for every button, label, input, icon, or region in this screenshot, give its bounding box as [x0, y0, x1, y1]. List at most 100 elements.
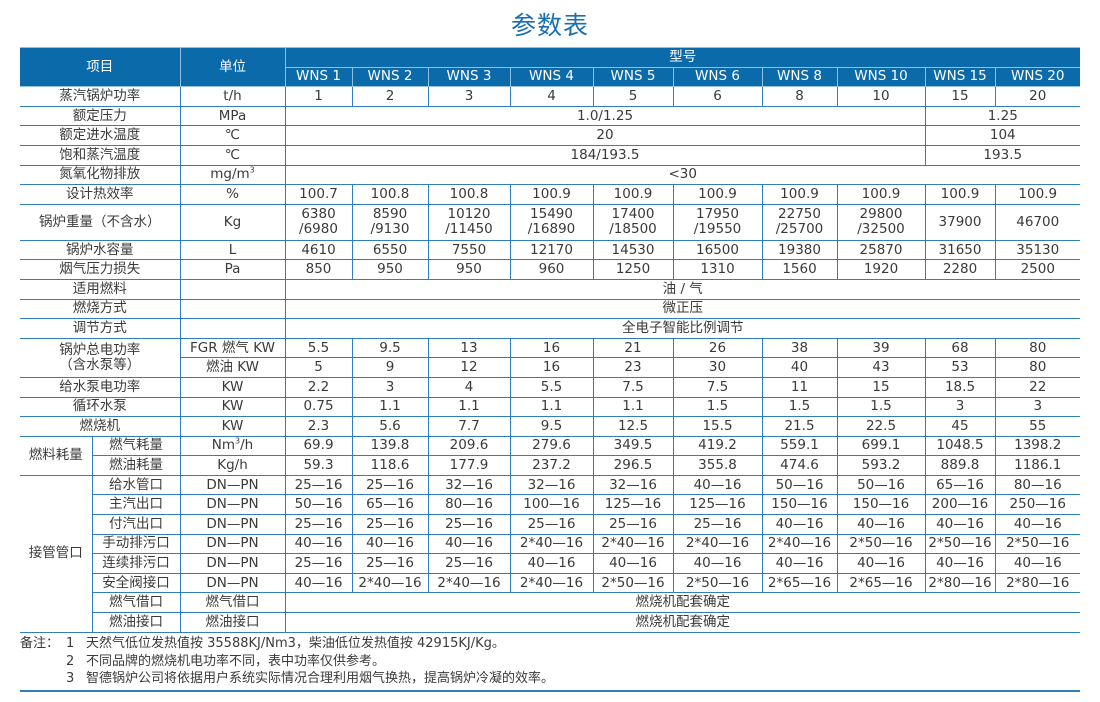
value-cell: 100.7 [284, 184, 353, 205]
unit-cell [179, 278, 286, 300]
merged-value-cell: 193.5 [924, 144, 1080, 166]
note-text: 天然气低位发热值按 35588KJ/Nm3，柴油低位发热值按 42915KJ/K… [86, 636, 505, 651]
unit-text: DN—PN [206, 515, 259, 532]
value-cell: 296.5 [592, 455, 674, 476]
value-cell: 25—16 [284, 514, 353, 535]
table-row: 锅炉总电功率 （含水泵等） FGR 燃气 KW 5.5 9.5 13 16 21 26 38 39… [20, 337, 1080, 378]
value-cell: 10120 /11450 [427, 203, 511, 241]
row-label: 额定压力 [20, 105, 181, 127]
unit-text: 燃油接口 [205, 613, 260, 630]
value-cell: 3 [427, 86, 511, 107]
value-cell: 118.6 [351, 455, 429, 476]
value-cell: 50—16 [836, 474, 926, 496]
unit-text: DN—PN [206, 535, 259, 552]
value-cell: 4610 [284, 239, 353, 261]
value-cell: 5.5 [284, 337, 353, 359]
value-cell: 5 [592, 86, 674, 107]
value-cell: 950 [427, 259, 511, 280]
value-cell: 100.9 [994, 184, 1080, 205]
value-cell: 80—16 [994, 474, 1080, 496]
value-cell: 177.9 [427, 455, 511, 476]
unit-cell [179, 298, 286, 320]
value-cell: 40—16 [761, 514, 838, 535]
table-row: 烟气压力损失 Pa 850 950 950 960 1250 1310 1560 1920 2280… [20, 259, 1080, 280]
value-cell: 2*40—16 [761, 533, 838, 555]
value-cell: 1048.5 [924, 435, 996, 457]
unit-text: FGR 燃气 KW [190, 339, 275, 356]
unit-text: L [228, 241, 237, 258]
unit-cell: ℃ [179, 125, 286, 146]
value-cell: 65—16 [351, 494, 429, 516]
unit-cell: DN—PN [179, 553, 286, 574]
value-cell: 2*65—16 [761, 572, 838, 594]
table-row: 连续排污口 DN—PN 25—16 25—16 25—16 40—16 40—16 40—16… [20, 553, 1080, 574]
value-cell: 50—16 [284, 494, 353, 516]
value-cell: 2*80—16 [994, 572, 1080, 594]
value-cell: 699.1 [836, 435, 926, 457]
value-cell: 25—16 [427, 514, 511, 535]
value-cell: 100—16 [509, 494, 594, 516]
value-cell: 2*80—16 [924, 572, 996, 594]
header-model: WNS 4 [509, 66, 594, 88]
header-model-group: 型号 [284, 47, 1080, 68]
group-label: 燃料耗量 [20, 435, 93, 476]
value-cell: 25—16 [509, 514, 594, 535]
merged-value-cell: 184/193.5 [284, 144, 926, 166]
unit-text: t/h [223, 87, 242, 104]
unit-cell: KW [179, 376, 286, 398]
value-cell: 2*50—16 [994, 533, 1080, 555]
sub-label: 燃气借口 [92, 592, 181, 614]
value-cell: 209.6 [427, 435, 511, 457]
value-cell: 59.3 [284, 455, 353, 476]
table-row: 燃烧方式 微正压 [20, 298, 1080, 320]
value-cell: 25870 [836, 239, 926, 261]
row-label: 烟气压力损失 [20, 259, 181, 280]
value-cell: 474.6 [761, 455, 838, 476]
row-label: 循环水泵 [20, 396, 181, 418]
value-cell: 2.3 [284, 416, 353, 437]
sub-label: 安全阀接口 [92, 572, 181, 594]
value-cell: 40—16 [592, 553, 674, 574]
value-cell: 23 [592, 357, 674, 378]
table-row: 安全阀接口 DN—PN 40—16 2*40—16 2*40—16 2*40—16 2*50… [20, 572, 1080, 594]
table-row: 手动排污口 DN—PN 40—16 40—16 40—16 2*40—16 2*40—16 2… [20, 533, 1080, 555]
value-cell: 25—16 [672, 514, 763, 535]
value-cell: 355.8 [672, 455, 763, 476]
value-cell: 30 [672, 357, 763, 378]
unit-text: ℃ [224, 127, 241, 144]
value-cell: 46700 [994, 203, 1080, 241]
value-cell: 279.6 [509, 435, 594, 457]
value-cell: 38 [761, 337, 838, 359]
group-label: 接管管口 [20, 474, 93, 633]
value-cell: 80 [994, 357, 1080, 378]
value-cell: 25—16 [284, 474, 353, 496]
value-cell: 2*40—16 [672, 533, 763, 555]
value-cell: 889.8 [924, 455, 996, 476]
value-cell: 9.5 [509, 416, 594, 437]
header-model: WNS 3 [427, 66, 511, 88]
value-cell: 25—16 [351, 474, 429, 496]
note-number: 1 [66, 636, 75, 651]
value-cell: 80—16 [427, 494, 511, 516]
value-cell: 5 [284, 357, 353, 378]
unit-cell: Kg/h [179, 455, 286, 476]
value-cell: 32—16 [509, 474, 594, 496]
table-row: 燃气借口 燃气借口 燃烧机配套确定 [20, 592, 1080, 614]
unit-superscript: 3 [235, 436, 241, 446]
value-cell: 10 [836, 86, 926, 107]
value-cell: 3 [351, 376, 429, 398]
value-cell: 12170 [509, 239, 594, 261]
header-model: WNS 6 [672, 66, 763, 88]
table-row: 循环水泵 KW 0.75 1.1 1.1 1.1 1.1 1.5 1.5 1.5 3 3 [20, 396, 1080, 418]
value-cell: 0.75 [284, 396, 353, 418]
value-cell: 1.5 [672, 396, 763, 418]
value-cell: 25—16 [427, 553, 511, 574]
header-row-1: 项目 单位 型号 [20, 46, 1080, 88]
unit-cell: ℃ [179, 144, 286, 166]
value-cell: 2*40—16 [592, 533, 674, 555]
unit-cell: DN—PN [179, 572, 286, 594]
value-cell: 1310 [672, 259, 763, 280]
unit-text: KW [221, 378, 244, 395]
value-cell: 40—16 [672, 474, 763, 496]
value-cell: 15 [836, 376, 926, 398]
